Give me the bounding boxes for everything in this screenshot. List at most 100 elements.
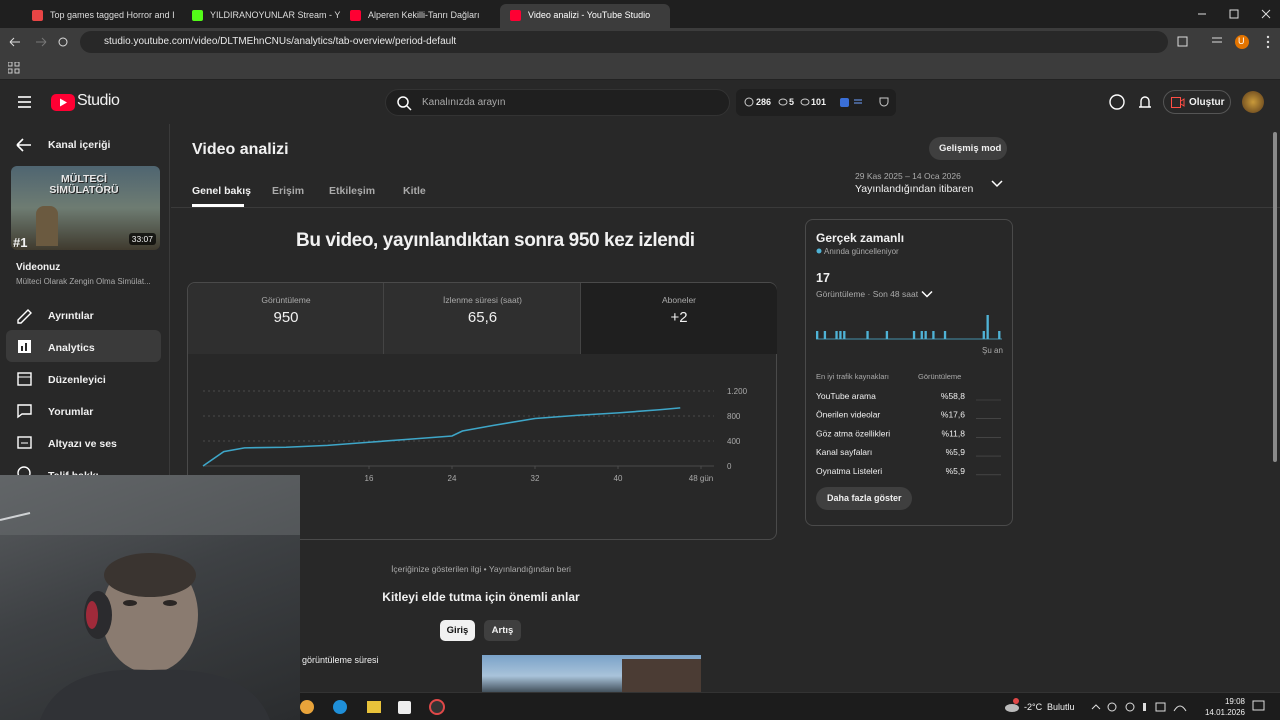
studio-header: Studio Kanalınızda arayın 286 5 101 Oluş… [0,80,1280,124]
stat-icons [744,97,889,107]
search-box[interactable]: Kanalınızda arayın [385,89,730,116]
metric-tile[interactable] [384,283,581,354]
metric-label: Görüntüleme [261,295,311,305]
analytics-tab[interactable]: Kitle [403,185,426,197]
realtime-card: Gerçek zamanlı Anında güncelleniyor 17 G… [805,219,1013,526]
video-thumbnail[interactable]: MÜLTECİ SİMÜLATÖRÜ #1 33:07 [11,166,160,250]
watch-time-label: görüntüleme süresi [302,655,379,665]
moment-preview[interactable] [482,655,701,693]
notification-icon[interactable] [1252,700,1268,714]
metric-tile[interactable] [581,283,777,354]
video-title: Mülteci Olarak Zengin Olma Simülat... [16,277,151,286]
page-title: Video analizi [192,141,289,158]
browser-tab[interactable]: YILDIRANOYUNLAR Stream - Y [182,4,352,28]
tab-bar: Top games tagged Horror and I YILDIRANOY… [0,0,1280,28]
weather: Bulutlu [1047,702,1075,712]
menu-item[interactable]: Ayrıntılar [48,310,94,322]
metric-label: Aboneler [661,295,697,305]
divider [171,207,1280,208]
chip-label: Artış [491,625,514,636]
sources-header: En iyi trafik kaynakları [816,372,889,381]
tab-title: Alperen Kekilli-Tanrı Dağları [368,10,480,20]
metrics-card: Görüntüleme 950 İzlenme süresi (saat) 65… [187,282,777,540]
profile-initial: U [1238,36,1245,46]
tab-indicator [192,204,244,207]
metric-value: +2 [670,309,688,326]
temperature: -2°C [1024,702,1043,712]
webcam-overlay [0,475,300,720]
scrollbar[interactable] [1273,132,1277,462]
video-label: Videonuz [16,262,61,273]
window-controls[interactable] [1190,6,1280,22]
analytics-tab[interactable]: Etkileşim [329,185,376,197]
help-notify-icons[interactable] [1108,93,1158,111]
browser-tab[interactable]: Alperen Kekilli-Tanrı Dağları [340,4,510,28]
menu-item[interactable]: Analytics [48,342,95,354]
tab-title: YILDIRANOYUNLAR Stream - Y [210,10,341,20]
moments-title: Kitleyi elde tutma için önemli anlar [382,590,580,604]
metric-label: İzlenme süresi (saat) [443,295,522,305]
apps-icon[interactable] [8,62,20,74]
browser-tab[interactable]: Video analizi - YouTube Studio [500,4,670,28]
menu-item[interactable]: Altyazı ve ses [48,438,117,450]
browser-tab[interactable]: Top games tagged Horror and I [22,4,192,28]
menu-active-bg [6,330,161,362]
nav-buttons[interactable] [6,34,76,50]
interest-caption: İçeriğinize gösterilen ilgi • Yayınlandı… [391,564,571,574]
main-content: Video analizi Gelişmiş mod Genel bakış E… [171,124,1280,693]
back-link[interactable]: Kanal içeriği [48,139,111,151]
create-label: Oluştur [1189,97,1225,108]
clock-date: 14.01.2026 [1204,708,1245,717]
rank-badge: #1 [13,235,28,250]
menu-item[interactable]: Yorumlar [48,406,94,418]
channel-avatar[interactable] [1242,91,1264,113]
realtime-count: 17 [816,271,830,285]
advanced-mode-button[interactable]: Gelişmiş mod [929,137,1007,160]
weather-icon [1005,698,1019,712]
back-icon[interactable] [16,138,32,152]
menu-item[interactable]: Düzenleyici [48,374,106,386]
button-label: Gelişmiş mod [939,143,1002,154]
create-icon [1171,97,1185,108]
taskbar-apps[interactable] [298,698,458,716]
button-label: Daha fazla göster [827,493,902,503]
period-dropdown[interactable] [991,179,1003,189]
webcam-scene [0,475,300,720]
now-label: Şu an [982,346,1003,355]
stat-value: 286 [756,97,772,107]
channel-stats: 286 5 101 [736,89,896,116]
tab-title: Video analizi - YouTube Studio [528,10,651,20]
analytics-tab[interactable]: Erişim [272,185,305,197]
tab-title: Top games tagged Horror and I [50,10,175,20]
preview-building [622,659,701,693]
thumbnail-figure [36,206,58,246]
search-icon [397,96,412,111]
analytics-tab[interactable]: Genel bakış [192,185,251,197]
clock-time: 19:08 [1224,697,1245,706]
metric-value: 950 [273,309,299,326]
date-range: 29 Kas 2025 – 14 Oca 2026 [855,171,961,181]
live-dot [816,248,822,254]
stat-value: 101 [811,97,827,107]
studio-logo-icons[interactable] [18,94,118,112]
menu-icons [17,309,32,476]
bookmarks-bar [0,56,1280,80]
url-field[interactable]: studio.youtube.com/video/DLTMEhnCNUs/ana… [80,31,1168,53]
metric-value: 65,6 [467,309,498,326]
metric-tile[interactable] [188,283,384,354]
realtime-title: Gerçek zamanlı [816,231,905,245]
period[interactable]: Yayınlandığından itibaren [855,183,974,195]
studio-logo-text: Studio [77,92,120,109]
tray-icons[interactable] [1090,701,1200,713]
duration: 33:07 [128,233,156,245]
views-dropdown[interactable] [921,290,933,299]
stat-value: 5 [789,97,795,107]
create-button[interactable]: Oluştur [1163,90,1231,114]
realtime-views-label[interactable]: Görüntüleme · Son 48 saat [816,289,919,299]
search-placeholder: Kanalınızda arayın [422,97,506,108]
url: studio.youtube.com/video/DLTMEhnCNUs/ana… [104,36,457,47]
show-more-button[interactable]: Daha fazla göster [816,487,912,510]
moment-chip[interactable]: Giriş [440,620,475,641]
moment-chip[interactable]: Artış [484,620,521,641]
